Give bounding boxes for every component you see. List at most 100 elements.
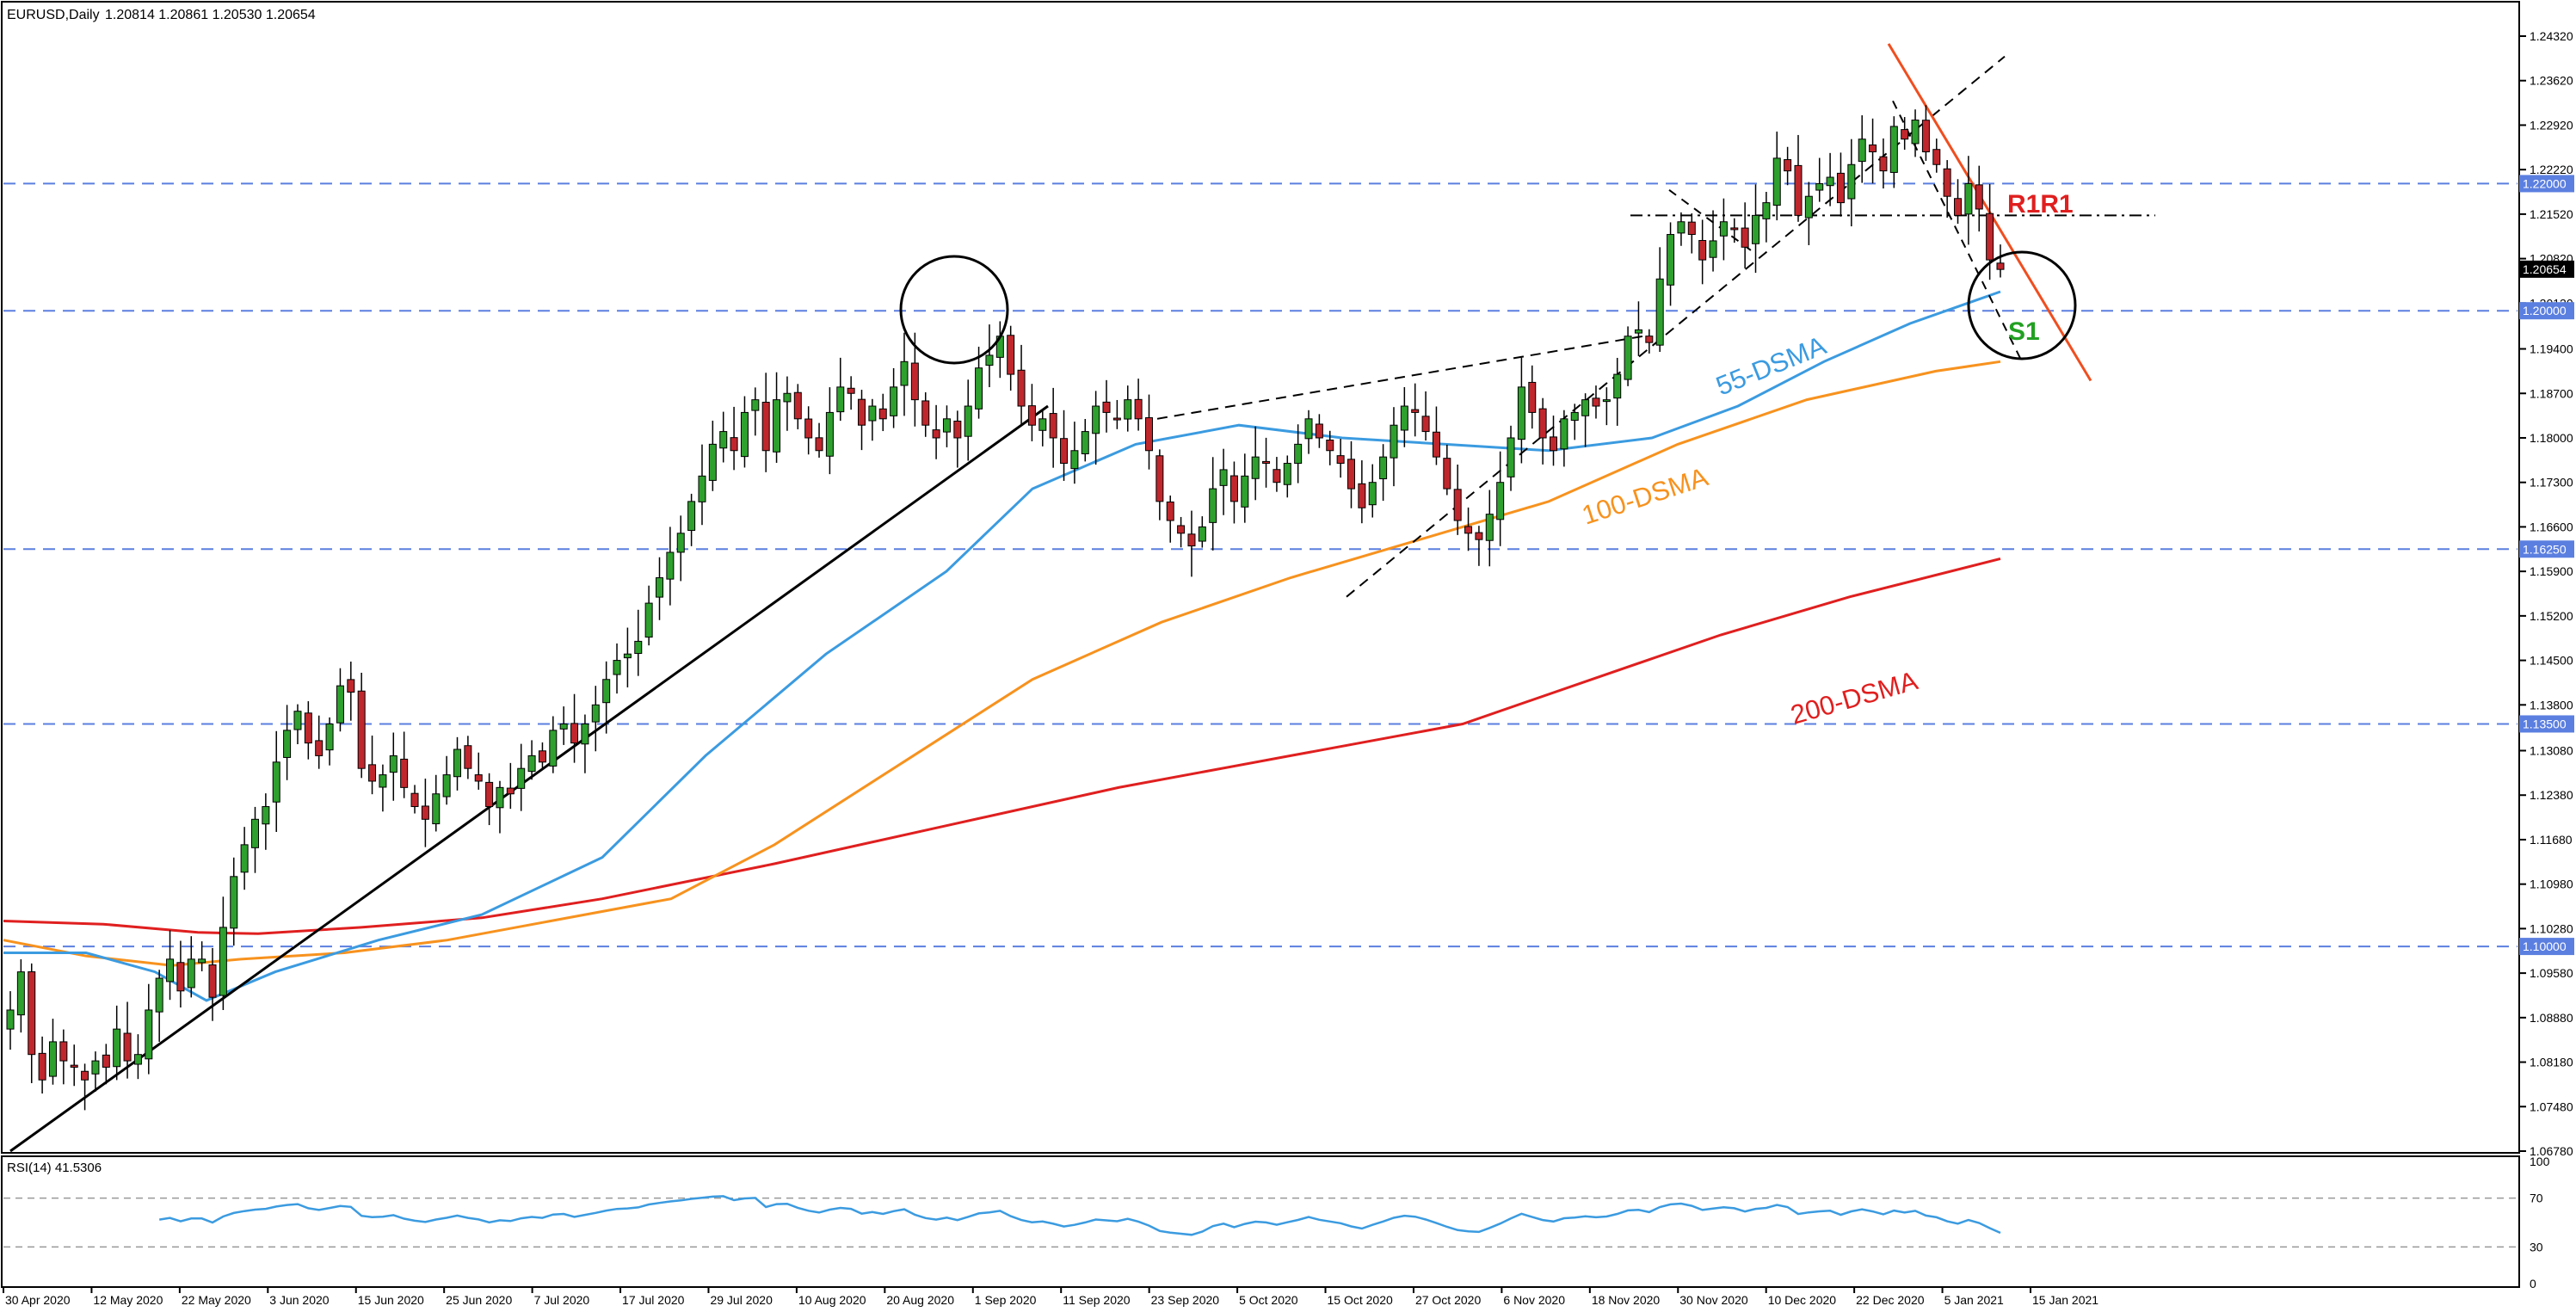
x-axis: 30 Apr 2020 12 May 2020 22 May 2020 3 Jun 2…: [3, 1287, 2098, 1307]
candle-bear: [1112, 417, 1121, 421]
candle-bear: [761, 402, 770, 452]
candle-bear: [1943, 168, 1951, 197]
y-tick-label: 1.07480: [2530, 1099, 2573, 1113]
candle-bull: [1752, 214, 1760, 244]
highlight-circle-current: [1967, 250, 2077, 360]
candle-bull: [900, 360, 909, 386]
candle-bear: [815, 437, 823, 452]
candle-bull: [1390, 424, 1398, 459]
candle-bear: [1027, 405, 1036, 426]
candle-bull: [1624, 336, 1632, 380]
candle-bear: [1921, 120, 1930, 152]
candle-bull: [1560, 418, 1568, 450]
candle-bear: [357, 690, 366, 769]
candle-bear: [410, 792, 419, 808]
candle-bear: [1730, 227, 1739, 231]
candle-bear: [730, 437, 738, 452]
candle-bull: [219, 927, 227, 996]
candle-bear: [1177, 525, 1186, 534]
candle-bear: [1421, 416, 1430, 433]
level-price-label: 1.10000: [2523, 939, 2567, 953]
x-tick-label: 7 Jul 2020: [534, 1293, 590, 1307]
candle-bear: [1550, 436, 1558, 452]
candle-bear: [1794, 164, 1803, 216]
candle-bull: [325, 723, 334, 751]
candle-bear: [1592, 397, 1600, 407]
candle-bull: [527, 755, 536, 773]
candle-bull: [1634, 329, 1642, 334]
y-axis: 1.243201.236201.229201.222201.215201.208…: [2519, 29, 2574, 1158]
candle-bear: [921, 400, 930, 426]
candle-bull: [442, 774, 451, 798]
x-tick-label: 5 Oct 2020: [1239, 1293, 1298, 1307]
x-tick-label: 15 Jan 2021: [2032, 1293, 2098, 1307]
candle-bull: [1858, 139, 1866, 163]
candle-bear: [1144, 417, 1153, 452]
candle-bear: [932, 429, 940, 439]
candle-bull: [48, 1041, 57, 1077]
flag-dashed-line: [1668, 189, 1756, 255]
candle-bear: [464, 745, 472, 769]
y-tick-label: 1.21520: [2530, 207, 2573, 221]
candle-bull: [1677, 221, 1685, 234]
rsi-scale-label: 100: [2530, 1155, 2550, 1168]
candle-bull: [1804, 195, 1813, 219]
candle-bull: [1368, 482, 1377, 506]
candle-bear: [123, 1032, 132, 1062]
candle-bull: [1294, 443, 1303, 465]
candle-bull: [1219, 469, 1228, 486]
candle-bear: [538, 750, 546, 763]
level-price-label: 1.16250: [2523, 542, 2567, 556]
candle-bear: [1538, 408, 1547, 439]
candle-bull: [1124, 399, 1132, 420]
candle-bear: [102, 1054, 110, 1068]
candle-bear: [1975, 184, 1983, 210]
candle-bull: [1826, 176, 1834, 187]
candle-bull: [250, 818, 259, 848]
candle-bull: [890, 386, 898, 416]
rsi-line: [159, 1195, 2001, 1236]
candle-bear: [1901, 129, 1909, 140]
candle-bear: [1869, 144, 1877, 152]
candle-bear: [1007, 335, 1015, 375]
candle-bull: [16, 971, 25, 1016]
price-panel-frame: [1, 1, 2520, 1154]
candle-bull: [687, 501, 696, 532]
sma100-line: [3, 360, 2001, 967]
candle-bear: [208, 964, 217, 998]
candle-bull: [453, 748, 461, 778]
candle-bull: [623, 653, 632, 659]
candle-bear: [1358, 483, 1366, 508]
candle-bear: [953, 420, 962, 439]
candle-bear: [474, 774, 483, 782]
y-tick-label: 1.08180: [2530, 1056, 2573, 1069]
candle-bull: [1081, 431, 1089, 454]
candle-bull: [1772, 157, 1781, 206]
candle-bull: [783, 392, 792, 403]
candle-bull: [1667, 234, 1675, 286]
falling-dashed-line: [1892, 100, 2023, 362]
candle-bear: [1645, 336, 1654, 343]
y-tick-label: 1.14500: [2530, 654, 2573, 668]
candle-bull: [517, 767, 526, 789]
candle-bear: [1784, 159, 1792, 172]
candle-bull: [836, 386, 845, 413]
candle-bull: [634, 640, 643, 655]
candle-bear: [1347, 459, 1355, 490]
y-tick-label: 1.22220: [2530, 163, 2573, 176]
x-tick-label: 30 Apr 2020: [5, 1293, 71, 1307]
candle-bull: [719, 431, 728, 449]
rsi-panel-frame: [1, 1155, 2520, 1288]
highlight-circle-sep-high: [899, 255, 1009, 365]
current-price-box: [2519, 260, 2574, 278]
candle-bear: [1443, 458, 1451, 490]
candle-bear: [81, 1070, 89, 1081]
candle-bull: [559, 723, 568, 730]
rsi-scale-label: 0: [2530, 1277, 2536, 1290]
candle-bull: [975, 367, 983, 410]
candle-bear: [485, 781, 494, 808]
candle-bull: [133, 1054, 142, 1065]
candle-bear: [1954, 198, 1963, 216]
y-tick-label: 1.23620: [2530, 74, 2573, 88]
candle-bull: [868, 405, 877, 422]
